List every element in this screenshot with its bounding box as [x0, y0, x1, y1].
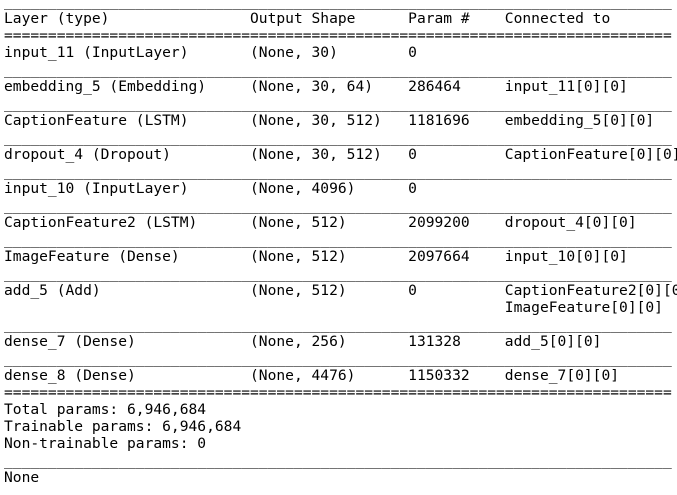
header-double-separator: ========================================…	[4, 27, 672, 44]
layer-row: ImageFeature (Dense) (None, 512) 2097664…	[4, 248, 628, 265]
trainable-params-line: Trainable params: 6,946,684	[4, 418, 242, 435]
row-separator-line: ________________________________________…	[4, 231, 672, 248]
layer-row: CaptionFeature2 (LSTM) (None, 512) 20992…	[4, 214, 637, 231]
layer-row: dropout_4 (Dropout) (None, 30, 512) 0 Ca…	[4, 146, 677, 163]
total-params-line: Total params: 6,946,684	[4, 401, 207, 418]
layer-row: input_10 (InputLayer) (None, 4096) 0	[4, 180, 505, 197]
none-output-line: None	[4, 469, 40, 486]
non-trainable-params-line: Non-trainable params: 0	[4, 435, 207, 452]
layer-row: CaptionFeature (LSTM) (None, 30, 512) 11…	[4, 112, 655, 129]
row-separator-line: ________________________________________…	[4, 129, 672, 146]
layer-row: input_11 (InputLayer) (None, 30) 0	[4, 44, 505, 61]
row-separator-line: ________________________________________…	[4, 95, 672, 112]
layer-row: embedding_5 (Embedding) (None, 30, 64) 2…	[4, 78, 628, 95]
final-separator-line: ________________________________________…	[4, 452, 672, 469]
layer-row: dense_7 (Dense) (None, 256) 131328 add_5…	[4, 333, 602, 350]
header-row: Layer (type) Output Shape Param # Connec…	[4, 10, 611, 27]
top-separator-line: ________________________________________…	[4, 0, 672, 10]
row-separator-line: ________________________________________…	[4, 350, 672, 367]
row-separator-line: ________________________________________…	[4, 163, 672, 180]
row-separator-line: ________________________________________…	[4, 316, 672, 333]
row-separator-line: ________________________________________…	[4, 197, 672, 214]
layer-row: add_5 (Add) (None, 512) 0 CaptionFeature…	[4, 282, 677, 299]
row-separator-line: ________________________________________…	[4, 61, 672, 78]
model-summary-output: ________________________________________…	[4, 0, 677, 486]
connected-to-continuation-line: ImageFeature[0][0]	[4, 299, 663, 316]
row-separator-line: ________________________________________…	[4, 265, 672, 282]
layer-row: dense_8 (Dense) (None, 4476) 1150332 den…	[4, 367, 620, 384]
bottom-double-separator: ========================================…	[4, 384, 672, 401]
